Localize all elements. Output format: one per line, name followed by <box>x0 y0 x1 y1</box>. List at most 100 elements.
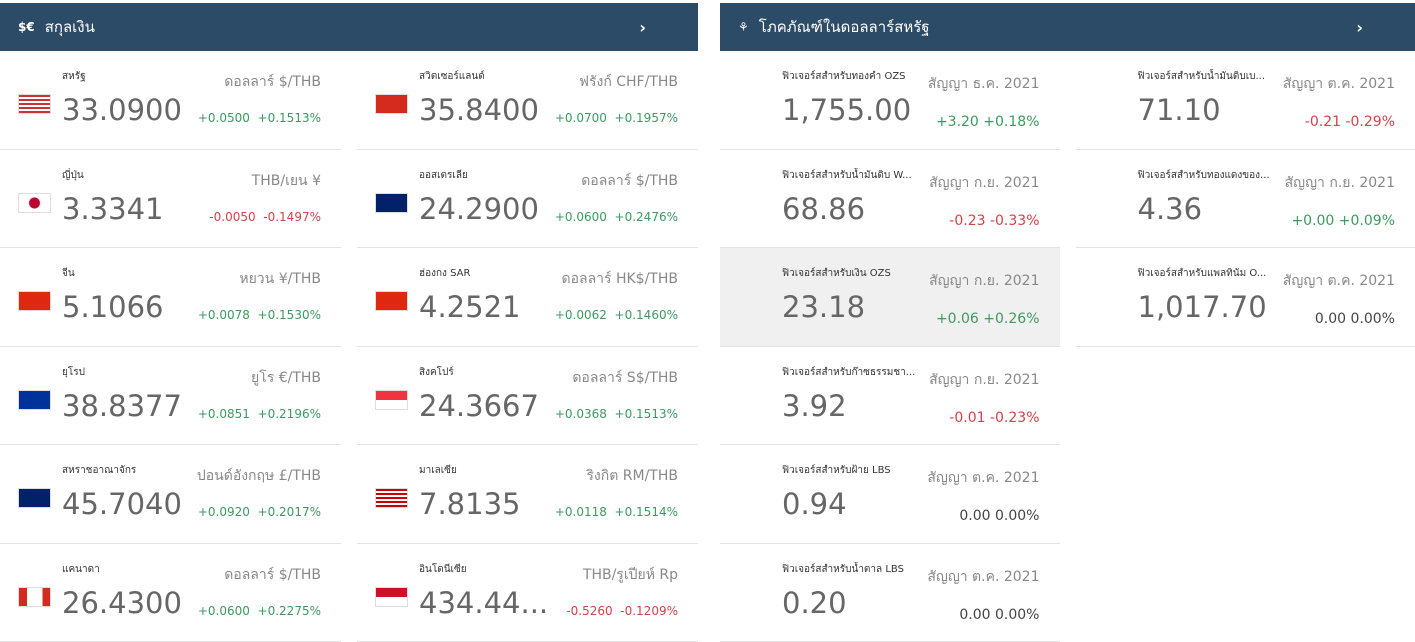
commodity-price: 0.94 <box>782 487 847 521</box>
currency-rate: 35.8400 <box>419 93 539 127</box>
currency-name: สวิตเซอร์แลนด์ <box>419 69 485 84</box>
currency-rate: 38.8377 <box>62 389 182 423</box>
currency-item[interactable]: สหรัฐ 33.0900 ดอลลาร์ $/THB +0.0500 +0.1… <box>0 51 341 150</box>
currency-pair: ดอลลาร์ S$/THB <box>572 367 678 389</box>
chevron-right-icon[interactable]: › <box>639 18 646 37</box>
change-value: -0.0050 <box>209 210 255 224</box>
currency-item[interactable]: ฮ่องกง SAR 4.2521 ดอลลาร์ HK$/THB +0.006… <box>357 248 698 347</box>
commodity-item[interactable]: ฟิวเจอร์สสำหรับทองแดงของ... 4.36 สัญญา ก… <box>1076 150 1415 249</box>
currencies-header[interactable]: $€ สกุลเงิน › <box>0 3 698 51</box>
currency-rate: 434.44... <box>419 586 548 620</box>
currency-change: +0.0078 +0.1530% <box>198 308 321 322</box>
currency-change: +0.0118 +0.1514% <box>555 505 678 519</box>
commodity-item[interactable]: ฟิวเจอร์สสำหรับทองคำ OZS 1,755.00 สัญญา … <box>720 51 1060 150</box>
currency-name: ยุโรป <box>62 365 85 380</box>
change-percent: +0.1513% <box>258 111 321 125</box>
chevron-right-icon[interactable]: › <box>1356 18 1363 37</box>
commodity-price: 0.20 <box>782 586 847 620</box>
currency-rate: 3.3341 <box>62 192 163 226</box>
flag-jp-icon <box>18 193 51 213</box>
currency-name: ญี่ปุ่น <box>62 168 84 183</box>
currency-item[interactable]: สวิตเซอร์แลนด์ 35.8400 ฟรังก์ CHF/THB +0… <box>357 51 698 150</box>
currency-change: +0.0600 +0.2275% <box>198 604 321 618</box>
commodity-change: 0.00 0.00% <box>1315 311 1395 327</box>
currency-grid: สหรัฐ 33.0900 ดอลลาร์ $/THB +0.0500 +0.1… <box>0 51 698 642</box>
currency-name: สหราชอาณาจักร <box>62 463 136 478</box>
commodity-name: ฟิวเจอร์สสำหรับทองคำ OZS <box>782 69 922 84</box>
commodity-name: ฟิวเจอร์สสำหรับแพลทินัม O... <box>1138 266 1278 281</box>
commodity-item[interactable]: ฟิวเจอร์สสำหรับฝ้าย LBS 0.94 สัญญา ต.ค. … <box>720 445 1060 544</box>
commodity-item[interactable]: ฟิวเจอร์สสำหรับเงิน OZS 23.18 สัญญา ก.ย.… <box>720 248 1060 347</box>
flag-my-icon <box>375 488 408 508</box>
currency-change: +0.0920 +0.2017% <box>198 505 321 519</box>
currency-icon: $€ <box>18 20 35 34</box>
currency-item[interactable]: ญี่ปุ่น 3.3341 THB/เยน ¥ -0.0050 -0.1497… <box>0 150 341 249</box>
currency-name: จีน <box>62 266 75 281</box>
currency-item[interactable]: สิงคโปร์ 24.3667 ดอลลาร์ S$/THB +0.0368 … <box>357 347 698 446</box>
flag-gb-icon <box>18 488 51 508</box>
change-value: +0.0368 <box>555 407 607 421</box>
currency-item[interactable]: มาเลเซีย 7.8135 ริงกิต RM/THB +0.0118 +0… <box>357 445 698 544</box>
commodity-contract: สัญญา ต.ค. 2021 <box>1283 73 1395 95</box>
currency-change: +0.0368 +0.1513% <box>555 407 678 421</box>
currency-item[interactable]: แคนาดา 26.4300 ดอลลาร์ $/THB +0.0600 +0.… <box>0 544 341 642</box>
commodity-item[interactable]: ฟิวเจอร์สสำหรับก๊าซธรรมชา... 3.92 สัญญา … <box>720 347 1060 446</box>
currency-change: +0.0700 +0.1957% <box>555 111 678 125</box>
currency-pair: ปอนด์อังกฤษ £/THB <box>197 465 321 487</box>
flag-us-icon <box>18 94 51 114</box>
commodity-price: 4.36 <box>1138 192 1203 226</box>
commodity-item[interactable]: ฟิวเจอร์สสำหรับแพลทินัม O... 1,017.70 สั… <box>1076 248 1415 347</box>
commodities-header[interactable]: ⚘ โภคภัณฑ์ในดอลลาร์สหรัฐ › <box>720 3 1415 51</box>
currency-rate: 26.4300 <box>62 586 182 620</box>
currency-rate: 5.1066 <box>62 290 163 324</box>
currency-name: สิงคโปร์ <box>419 365 454 380</box>
commodity-change: 0.00 0.00% <box>959 508 1039 524</box>
currency-name: ฮ่องกง SAR <box>419 266 470 281</box>
currency-item[interactable]: ยุโรป 38.8377 ยูโร €/THB +0.0851 +0.2196… <box>0 347 341 446</box>
commodity-contract: สัญญา ก.ย. 2021 <box>1285 172 1395 194</box>
currency-item[interactable]: ออสเตรเลีย 24.2900 ดอลลาร์ $/THB +0.0600… <box>357 150 698 249</box>
currency-item[interactable]: อินโดนีเซีย 434.44... THB/รูเปียห์ Rp -0… <box>357 544 698 642</box>
change-value: +0.0500 <box>198 111 250 125</box>
change-percent: +0.2196% <box>258 407 321 421</box>
change-percent: -0.1209% <box>620 604 678 618</box>
currency-pair: หยวน ¥/THB <box>239 268 321 290</box>
commodity-change: -0.21 -0.29% <box>1305 114 1395 130</box>
currency-item[interactable]: จีน 5.1066 หยวน ¥/THB +0.0078 +0.1530% <box>0 248 341 347</box>
currency-pair: ดอลลาร์ $/THB <box>581 170 678 192</box>
commodity-contract: สัญญา ก.ย. 2021 <box>929 270 1039 292</box>
flag-hk-icon <box>375 291 408 311</box>
commodity-contract: สัญญา ธ.ค. 2021 <box>928 73 1040 95</box>
change-percent: +0.1460% <box>615 308 678 322</box>
commodity-change: +3.20 +0.18% <box>936 114 1040 130</box>
commodity-name: ฟิวเจอร์สสำหรับน้ำตาล LBS <box>782 562 922 577</box>
change-value: +0.0600 <box>198 604 250 618</box>
commodity-contract: สัญญา ก.ย. 2021 <box>929 172 1039 194</box>
commodity-change: -0.01 -0.23% <box>949 410 1039 426</box>
change-value: +0.0700 <box>555 111 607 125</box>
currency-item[interactable]: สหราชอาณาจักร 45.7040 ปอนด์อังกฤษ £/THB … <box>0 445 341 544</box>
change-percent: +0.2476% <box>615 210 678 224</box>
commodity-price: 1,755.00 <box>782 93 911 127</box>
change-percent: +0.1513% <box>615 407 678 421</box>
change-value: +0.0600 <box>555 210 607 224</box>
commodity-grid: ฟิวเจอร์สสำหรับทองคำ OZS 1,755.00 สัญญา … <box>720 51 1415 642</box>
currency-change: +0.0851 +0.2196% <box>198 407 321 421</box>
currency-pair: ยูโร €/THB <box>251 367 321 389</box>
change-value: -0.5260 <box>566 604 612 618</box>
commodity-item[interactable]: ฟิวเจอร์สสำหรับน้ำมันดิบเบ... 71.10 สัญญ… <box>1076 51 1415 150</box>
commodity-item[interactable]: ฟิวเจอร์สสำหรับน้ำมันดิบ W... 68.86 สัญญ… <box>720 150 1060 249</box>
commodity-change: +0.00 +0.09% <box>1291 213 1395 229</box>
currency-change: -0.5260 -0.1209% <box>566 604 678 618</box>
change-percent: +0.2017% <box>258 505 321 519</box>
change-value: +0.0118 <box>555 505 607 519</box>
empty-cell <box>1076 445 1415 544</box>
change-value: +0.0920 <box>198 505 250 519</box>
currency-name: แคนาดา <box>62 562 100 577</box>
commodity-price: 23.18 <box>782 290 865 324</box>
currency-rate: 7.8135 <box>419 487 520 521</box>
change-value: +0.0062 <box>555 308 607 322</box>
currency-name: ออสเตรเลีย <box>419 168 468 183</box>
currencies-panel: $€ สกุลเงิน › สหรัฐ 33.0900 ดอลลาร์ $/TH… <box>0 3 698 642</box>
commodity-item[interactable]: ฟิวเจอร์สสำหรับน้ำตาล LBS 0.20 สัญญา ต.ค… <box>720 544 1060 642</box>
